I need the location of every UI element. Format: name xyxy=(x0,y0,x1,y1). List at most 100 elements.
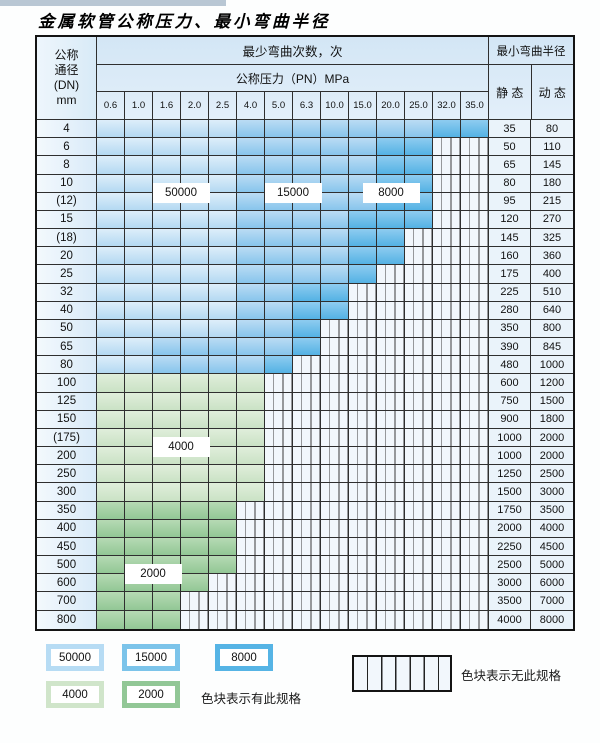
spec-cell-50000 xyxy=(181,156,209,175)
legend-swatch-label: 50000 xyxy=(59,651,91,664)
spec-cell-2000 xyxy=(209,537,237,557)
static-radius-cell: 3500 xyxy=(489,592,531,611)
dn-cell: 15 xyxy=(37,210,97,230)
dn-column-header: 公称 通径 (DN) mm xyxy=(37,37,97,119)
spec-cell-50000 xyxy=(153,247,181,266)
spec-cell-15000 xyxy=(237,319,265,339)
spec-cell-50000 xyxy=(125,210,153,230)
static-header: 静 态 xyxy=(489,65,532,119)
spec-cell-50000 xyxy=(209,265,237,284)
spec-cell-15000 xyxy=(265,138,293,157)
spec-cell-15000 xyxy=(265,265,293,284)
pressure-header: 公称压力（PN）MPa xyxy=(97,65,488,92)
no-spec-cell xyxy=(461,156,489,175)
spec-cell-50000 xyxy=(153,120,181,139)
dn-cell: 6 xyxy=(37,138,97,157)
no-spec-cell xyxy=(461,283,489,302)
spec-cell-15000 xyxy=(265,156,293,175)
spec-cell-50000 xyxy=(209,120,237,139)
spec-cell-8000 xyxy=(377,156,405,175)
spec-cell-8000 xyxy=(321,301,349,320)
static-radius-cell: 225 xyxy=(489,283,531,302)
spec-cell-8000 xyxy=(349,210,377,230)
spec-cell-2000 xyxy=(125,537,153,557)
no-spec-cell xyxy=(265,410,293,429)
pressure-col-header: 2.0 xyxy=(181,92,209,119)
no-spec-cell xyxy=(461,428,489,448)
spec-cell-2000 xyxy=(209,556,237,575)
no-spec-cell xyxy=(293,592,321,611)
dn-cell: 200 xyxy=(37,447,97,466)
spec-cell-4000 xyxy=(237,392,265,411)
spec-cell-15000 xyxy=(237,247,265,266)
no-spec-cell xyxy=(405,610,433,629)
spec-cell-8000 xyxy=(377,247,405,266)
legend-swatch-8000: 8000 xyxy=(215,644,273,671)
no-spec-cell xyxy=(433,537,461,557)
spec-cell-50000 xyxy=(209,301,237,320)
dynamic-radius-cell: 800 xyxy=(531,319,573,339)
spec-cell-2000 xyxy=(181,556,209,575)
dn-cell: 100 xyxy=(37,374,97,393)
spec-cell-50000 xyxy=(181,265,209,284)
no-spec-cell xyxy=(405,519,433,538)
no-spec-cell xyxy=(321,556,349,575)
spec-cell-8000 xyxy=(377,229,405,248)
pressure-col-header: 32.0 xyxy=(433,92,461,119)
no-spec-cell xyxy=(405,592,433,611)
dynamic-radius-cell: 6000 xyxy=(531,574,573,593)
no-spec-cell xyxy=(349,610,377,629)
dn-cell: 125 xyxy=(37,392,97,411)
table-row: 25 175 400 xyxy=(37,265,573,284)
table-row: 125 750 1500 xyxy=(37,392,573,411)
no-spec-cell xyxy=(377,574,405,593)
no-spec-cell xyxy=(237,537,265,557)
spec-cell-8000 xyxy=(265,356,293,375)
spec-cell-15000 xyxy=(237,301,265,320)
dynamic-radius-cell: 8000 xyxy=(531,610,573,629)
no-spec-cell xyxy=(293,447,321,466)
spec-cell-50000 xyxy=(209,192,237,211)
no-spec-cell xyxy=(433,392,461,411)
table-row: 700 3500 7000 xyxy=(37,592,573,611)
pressure-col-header: 35.0 xyxy=(465,100,484,111)
no-spec-cell xyxy=(377,483,405,502)
dn-cell: 400 xyxy=(37,519,97,538)
page-title: 金属软管公称压力、最小弯曲半径 xyxy=(38,12,331,31)
spec-cell-15000 xyxy=(237,210,265,230)
spec-cell-4000 xyxy=(153,483,181,502)
no-spec-cell xyxy=(265,556,293,575)
no-spec-cell xyxy=(377,265,405,284)
dynamic-radius-cell: 3500 xyxy=(531,501,573,520)
no-spec-cell xyxy=(405,428,433,448)
no-spec-cell xyxy=(377,537,405,557)
spec-cell-4000 xyxy=(209,428,237,448)
no-spec-cell xyxy=(321,447,349,466)
spec-cell-15000 xyxy=(265,319,293,339)
spec-cell-2000 xyxy=(153,592,181,611)
static-radius-cell: 350 xyxy=(489,319,531,339)
no-spec-cell xyxy=(321,574,349,593)
spec-cell-4000 xyxy=(125,465,153,484)
dn-cell: 65 xyxy=(37,338,97,357)
table-row: 4 35 80 xyxy=(37,120,573,139)
no-spec-cell xyxy=(321,319,349,339)
no-spec-cell xyxy=(377,301,405,320)
no-spec-cell xyxy=(349,374,377,393)
no-spec-cell xyxy=(321,483,349,502)
spec-cell-15000 xyxy=(293,120,321,139)
no-spec-cell xyxy=(349,356,377,375)
no-spec-cell xyxy=(461,465,489,484)
pressure-col-header: 4.0 xyxy=(237,92,265,119)
legend-swatch-15000: 15000 xyxy=(122,644,180,671)
spec-cell-15000 xyxy=(237,283,265,302)
no-spec-cell xyxy=(209,610,237,629)
static-radius-cell: 3000 xyxy=(489,574,531,593)
spec-cell-4000 xyxy=(181,483,209,502)
spec-cell-4000 xyxy=(125,447,153,466)
spec-cell-4000 xyxy=(153,392,181,411)
spec-cell-50000 xyxy=(153,283,181,302)
no-spec-cell xyxy=(461,210,489,230)
has-spec-note: 色块表示有此规格 xyxy=(201,692,302,706)
dynamic-radius-cell: 7000 xyxy=(531,592,573,611)
